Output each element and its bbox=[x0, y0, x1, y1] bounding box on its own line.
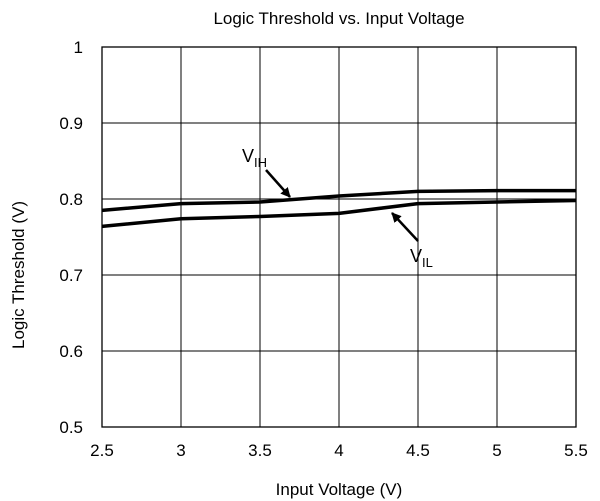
x-tick-label: 4.5 bbox=[406, 441, 430, 460]
series-line-vih bbox=[101, 188, 576, 213]
annotation-label: VIH bbox=[242, 146, 267, 170]
annotation-label: VIL bbox=[410, 246, 433, 270]
grid bbox=[101, 46, 577, 428]
y-tick-label: 0.9 bbox=[59, 114, 83, 133]
series-lines bbox=[101, 188, 577, 229]
series-line-vil bbox=[101, 198, 577, 229]
y-tick-labels: 0.5 0.6 0.7 0.8 0.9 1 bbox=[59, 38, 83, 437]
x-tick-label: 2.5 bbox=[90, 441, 114, 460]
y-tick-label: 0.5 bbox=[59, 418, 83, 437]
x-tick-label: 5.5 bbox=[564, 441, 588, 460]
plot-frame bbox=[101, 46, 577, 428]
x-tick-label: 5 bbox=[492, 441, 501, 460]
annotations: VIH VIL bbox=[242, 146, 433, 270]
chart-title: Logic Threshold vs. Input Voltage bbox=[213, 9, 464, 28]
x-axis-title: Input Voltage (V) bbox=[276, 480, 403, 499]
y-tick-label: 0.7 bbox=[59, 266, 83, 285]
y-axis-title: Logic Threshold (V) bbox=[9, 201, 28, 349]
x-tick-label: 3 bbox=[176, 441, 185, 460]
x-tick-label: 3.5 bbox=[248, 441, 272, 460]
x-tick-label: 4 bbox=[334, 441, 343, 460]
y-tick-label: 0.6 bbox=[59, 342, 83, 361]
y-tick-label: 1 bbox=[74, 38, 83, 57]
x-tick-labels: 2.5 3 3.5 4 4.5 5 5.5 bbox=[90, 441, 588, 460]
y-tick-label: 0.8 bbox=[59, 190, 83, 209]
annotation-arrow bbox=[265, 169, 291, 198]
annotation-arrow bbox=[391, 212, 419, 242]
